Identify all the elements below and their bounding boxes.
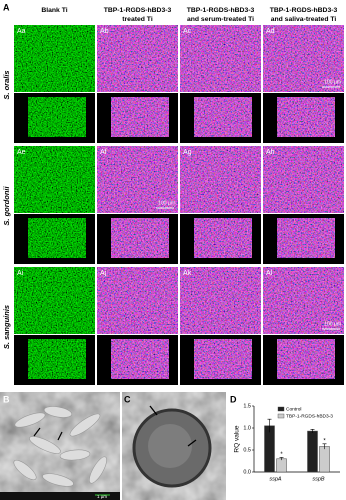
render-3d — [28, 339, 86, 379]
legend-label: TBP-1-RGDS-hBD3-3 — [286, 413, 333, 419]
panel-letter: D — [230, 394, 237, 404]
column-header: TBP-1-RGDS-hBD3-3 — [187, 7, 255, 14]
column-header: and saliva-treated Ti — [271, 16, 337, 23]
panel-tag: Ah — [266, 149, 275, 156]
render-3d — [194, 218, 252, 258]
render-3d — [111, 97, 169, 137]
panel-tag: Ad — [266, 28, 275, 35]
column-header: Blank Ti — [41, 7, 67, 14]
y-tick-label: 1.0 — [243, 425, 251, 431]
bar — [319, 446, 330, 473]
error-bar — [267, 418, 272, 433]
panel-tag: Ae — [17, 149, 26, 156]
panel-tag: Al — [266, 270, 273, 277]
panel-letter: C — [124, 394, 131, 404]
micrograph — [97, 267, 178, 334]
scale-label: 100 µm — [158, 200, 175, 206]
panel-tag: Ag — [183, 149, 192, 156]
render-3d — [111, 339, 169, 379]
micrograph — [180, 25, 261, 92]
panel-tag: Ac — [183, 28, 192, 35]
y-tick-label: 0.0 — [243, 469, 251, 475]
panel-tag: Ak — [183, 270, 192, 277]
micrograph — [263, 267, 344, 334]
micrograph — [14, 25, 95, 92]
panel-letter: B — [3, 394, 10, 404]
micrograph — [14, 267, 95, 334]
y-axis-label: RQ value — [234, 425, 241, 452]
legend-label: Control — [286, 406, 301, 412]
panel-tag: Af — [100, 149, 107, 156]
render-3d — [277, 339, 335, 379]
bar — [264, 425, 275, 473]
y-tick-label: 0.5 — [243, 447, 251, 453]
y-tick-label: 1.5 — [243, 403, 251, 409]
scale-label: 100 µm — [324, 321, 341, 327]
x-tick-label: sspB — [312, 476, 325, 482]
column-header: TBP-1-RGDS-hBD3-3 — [104, 7, 172, 14]
significance: * — [323, 438, 326, 444]
render-3d — [194, 97, 252, 137]
micrograph — [180, 267, 261, 334]
panel-letter: A — [3, 2, 10, 12]
bar-chart: 0.0 0.5 1.0 1.5 RQ value sspA * sspB * ControlTBP… — [234, 403, 340, 482]
panel-tag: Aj — [100, 270, 107, 277]
row-label: S. oralis — [2, 70, 11, 99]
error-bar — [310, 429, 315, 433]
significance: * — [280, 452, 283, 458]
panel-tag: Aa — [17, 28, 26, 35]
render-3d — [277, 97, 335, 137]
panels: Blank Ti TBP-1-RGDS-hBD3-3 treated Ti TBP-1… — [2, 7, 344, 385]
render-3d — [277, 218, 335, 258]
micrograph — [97, 146, 178, 213]
x-tick-label: sspA — [269, 476, 282, 482]
micrograph — [97, 25, 178, 92]
tem-image — [122, 392, 226, 500]
row-label: S. sanguinis — [2, 305, 11, 349]
micrograph — [263, 25, 344, 92]
column-header: treated Ti — [122, 16, 153, 23]
scale-label: 100 µm — [324, 79, 341, 85]
bar — [307, 430, 318, 473]
micrograph — [180, 146, 261, 213]
row-label: S. gordonii — [2, 186, 11, 226]
sem-image — [0, 392, 120, 500]
panel-tag: Ai — [17, 270, 24, 277]
column-header: TBP-1-RGDS-hBD3-3 — [270, 7, 338, 14]
column-header: and serum-treated Ti — [187, 16, 254, 23]
micrograph — [14, 146, 95, 213]
micrograph — [263, 146, 344, 213]
panel-tag: Ab — [100, 28, 109, 35]
render-3d — [28, 218, 86, 258]
bar — [276, 458, 287, 473]
error-bar — [322, 443, 327, 450]
render-3d — [111, 218, 169, 258]
legend-swatch — [277, 406, 285, 412]
error-bar — [279, 457, 284, 461]
render-3d — [28, 97, 86, 137]
render-3d — [194, 339, 252, 379]
legend-swatch — [277, 413, 285, 419]
scale-label: 1 µm — [97, 494, 107, 499]
